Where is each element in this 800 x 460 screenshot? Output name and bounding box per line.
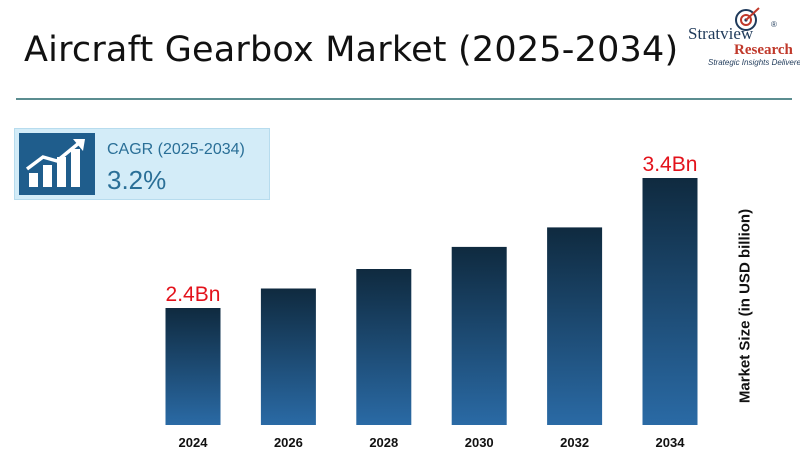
bar-2026 bbox=[260, 288, 316, 425]
bar-2024 bbox=[165, 308, 221, 425]
logo-registered-mark: ® bbox=[771, 20, 777, 29]
data-label-2034: 3.4Bn bbox=[643, 153, 698, 176]
y-axis-label-text: Market Size (in USD billion) bbox=[736, 208, 754, 404]
growth-chart-icon bbox=[19, 133, 95, 195]
cagr-value: 3.2% bbox=[107, 165, 167, 195]
bar-2030 bbox=[451, 246, 507, 425]
cagr-panel: CAGR (2025-2034) 3.2% bbox=[14, 128, 270, 200]
x-tick-label-2034: 2034 bbox=[656, 435, 686, 450]
bar-2032 bbox=[547, 227, 603, 425]
x-tick-label-2026: 2026 bbox=[274, 435, 303, 450]
x-tick-label-2030: 2030 bbox=[465, 435, 494, 450]
target-logo-icon bbox=[735, 7, 760, 31]
x-tick-label-2032: 2032 bbox=[560, 435, 589, 450]
bar-2034 bbox=[642, 178, 698, 425]
logo-name: Stratview bbox=[688, 24, 754, 43]
bar-2028 bbox=[356, 269, 412, 425]
logo-tagline: Strategic Insights Delivered bbox=[708, 58, 800, 67]
company-logo: Stratview ® Research Strategic Insights … bbox=[688, 6, 800, 67]
cagr-label: CAGR (2025-2034) bbox=[107, 141, 245, 158]
data-label-2024: 2.4Bn bbox=[166, 283, 221, 306]
x-tick-label-2024: 2024 bbox=[179, 435, 209, 450]
header-divider bbox=[16, 98, 792, 100]
logo-name-research: Research bbox=[734, 42, 793, 58]
page-title: Aircraft Gearbox Market (2025-2034) bbox=[24, 30, 679, 70]
x-tick-label-2028: 2028 bbox=[369, 435, 398, 450]
